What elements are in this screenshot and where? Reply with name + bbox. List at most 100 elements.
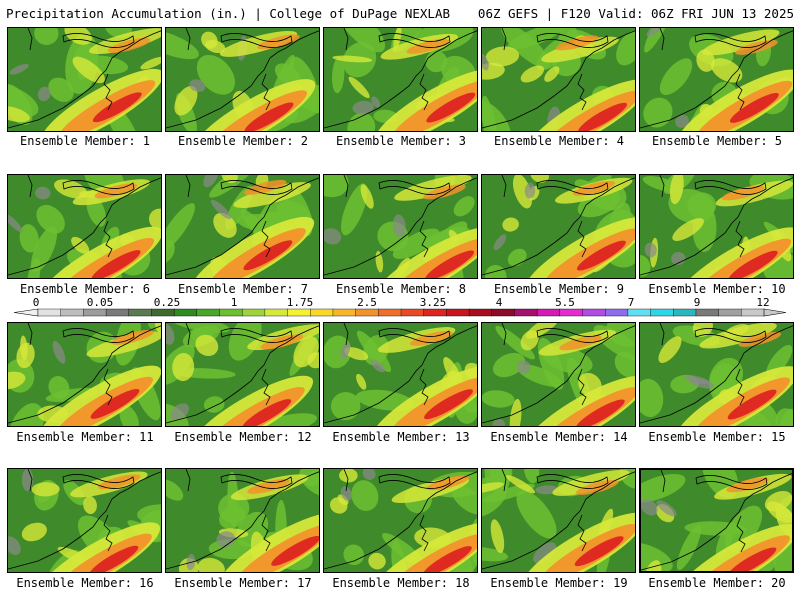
colorbar-segment — [400, 308, 425, 317]
colorbar-segment — [536, 308, 561, 317]
ensemble-member-map[interactable] — [7, 27, 162, 132]
ensemble-member-map[interactable] — [639, 174, 794, 279]
colorbar-segment — [173, 308, 198, 317]
ensemble-member-map[interactable] — [165, 468, 320, 573]
ensemble-member-label: Ensemble Member: 12 — [174, 430, 312, 444]
colorbar-segment — [582, 308, 606, 317]
ensemble-member-map[interactable] — [323, 27, 478, 132]
ensemble-member-label: Ensemble Member: 1 — [19, 134, 151, 148]
colorbar-segment — [196, 308, 220, 317]
colorbar-tick-label: 9 — [694, 296, 701, 309]
ensemble-member-map[interactable] — [481, 174, 636, 279]
colorbar-segment — [673, 308, 697, 317]
ensemble-member-map[interactable] — [165, 27, 320, 132]
colorbar-segment — [151, 308, 175, 317]
ensemble-member-label: Ensemble Member: 5 — [651, 134, 783, 148]
ensemble-member-map[interactable] — [165, 174, 320, 279]
colorbar-segment — [718, 308, 742, 317]
ensemble-member-label: Ensemble Member: 15 — [648, 430, 786, 444]
precip-field — [8, 323, 161, 426]
ensemble-member-map[interactable] — [323, 468, 478, 573]
colorbar-segment — [128, 308, 152, 317]
ensemble-member-map[interactable] — [165, 322, 320, 427]
ensemble-member-map[interactable] — [7, 174, 162, 279]
colorbar-segment — [219, 308, 243, 317]
precip-field — [324, 175, 477, 278]
precip-field — [8, 175, 161, 278]
precip-field — [482, 323, 635, 426]
colorbar-tick-label: 5.5 — [555, 296, 575, 309]
ensemble-member-label: Ensemble Member: 9 — [493, 282, 625, 296]
colorbar-low-arrow — [13, 308, 39, 317]
colorbar-tick-label: 0.25 — [154, 296, 181, 309]
colorbar-segment — [423, 308, 447, 317]
ensemble-member-label: Ensemble Member: 17 — [174, 576, 312, 590]
precip-field — [641, 470, 792, 571]
ensemble-member-map[interactable] — [639, 322, 794, 427]
ensemble-member-map[interactable] — [323, 174, 478, 279]
precip-field — [166, 323, 319, 426]
colorbar-tick-label: 1 — [231, 296, 238, 309]
precip-field — [640, 323, 793, 426]
ensemble-member-label: Ensemble Member: 16 — [16, 576, 154, 590]
colorbar-segment — [650, 308, 674, 317]
colorbar-segment — [559, 308, 583, 317]
ensemble-member-map[interactable] — [639, 27, 794, 132]
colorbar-segment — [355, 308, 379, 317]
colorbar-segment — [468, 308, 493, 317]
ensemble-member-label: Ensemble Member: 18 — [332, 576, 470, 590]
ensemble-member-map[interactable] — [481, 27, 636, 132]
ensemble-member-label: Ensemble Member: 2 — [177, 134, 309, 148]
ensemble-member-label: Ensemble Member: 7 — [177, 282, 309, 296]
ensemble-member-map[interactable] — [639, 468, 794, 573]
colorbar-tick-label: 2.5 — [357, 296, 377, 309]
ensemble-member-label: Ensemble Member: 14 — [490, 430, 628, 444]
precip-field — [166, 28, 319, 131]
colorbar-tick-label: 3.25 — [420, 296, 447, 309]
ensemble-member-label: Ensemble Member: 8 — [335, 282, 467, 296]
colorbar-high-arrow — [763, 308, 787, 317]
ensemble-member-map[interactable] — [481, 322, 636, 427]
ensemble-member-map[interactable] — [323, 322, 478, 427]
ensemble-member-map[interactable] — [7, 468, 162, 573]
colorbar-segment — [37, 308, 62, 317]
ensemble-member-map[interactable] — [7, 322, 162, 427]
colorbar-segment — [446, 308, 470, 317]
colorbar-segment — [241, 308, 266, 317]
colorbar-segment — [741, 308, 765, 317]
map-valid-time: 06Z GEFS | F120 Valid: 06Z FRI JUN 13 20… — [477, 6, 794, 21]
colorbar-segment — [60, 308, 84, 317]
colorbar-segment — [264, 308, 289, 317]
colorbar-segment — [695, 308, 720, 317]
ensemble-member-label: Ensemble Member: 20 — [648, 576, 786, 590]
colorbar-segment — [105, 308, 130, 317]
ensemble-member-label: Ensemble Member: 3 — [335, 134, 467, 148]
colorbar-tick-label: 7 — [628, 296, 635, 309]
ensemble-member-map[interactable] — [481, 468, 636, 573]
colorbar-segment — [491, 308, 515, 317]
colorbar-segment — [378, 308, 402, 317]
colorbar-tick-label: 0.05 — [87, 296, 114, 309]
precip-field — [640, 175, 793, 278]
precip-field — [8, 28, 161, 131]
precip-colorbar: 0 0.05 0.25 1 1.75 2.5 3.25 4 5.5 7 9 12 — [13, 296, 787, 317]
ensemble-member-label: Ensemble Member: 13 — [332, 430, 470, 444]
precip-field — [324, 28, 477, 131]
ensemble-member-label: Ensemble Member: 11 — [16, 430, 154, 444]
precip-field — [166, 175, 319, 278]
ensemble-member-label: Ensemble Member: 6 — [19, 282, 151, 296]
colorbar-segment — [604, 308, 629, 317]
precip-field — [8, 469, 161, 572]
ensemble-member-label: Ensemble Member: 4 — [493, 134, 625, 148]
colorbar-tick-label: 1.75 — [287, 296, 314, 309]
map-title: Precipitation Accumulation (in.) | Colle… — [6, 6, 451, 21]
precip-field — [482, 469, 635, 572]
colorbar-tick-label: 4 — [496, 296, 503, 309]
precip-field — [482, 175, 635, 278]
colorbar-tick-label: 12 — [756, 296, 769, 309]
colorbar-segment — [287, 308, 311, 317]
colorbar-segment — [627, 308, 652, 317]
precip-field — [640, 28, 793, 131]
colorbar-segment — [310, 308, 334, 317]
colorbar-segment — [83, 308, 107, 317]
